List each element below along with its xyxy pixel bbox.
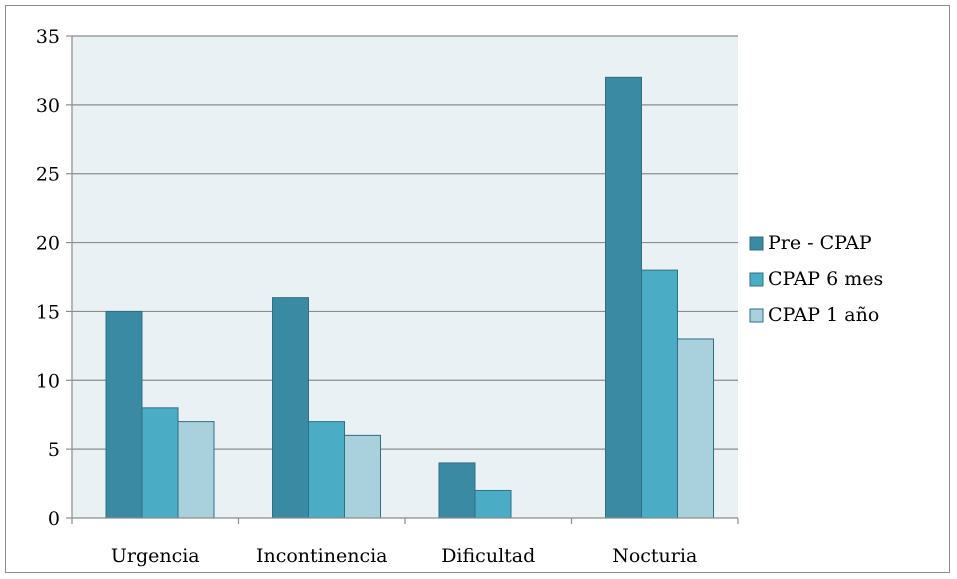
y-tick-label: 5 [48, 439, 60, 461]
bar-cpap-1-a-o-incontinencia [344, 434, 381, 519]
bar-cpap-1-a-o-urgencia [177, 421, 215, 519]
legend-label: Pre - CPAP [768, 232, 872, 254]
legend-label: CPAP 1 año [768, 304, 879, 326]
legend-swatch [749, 236, 764, 251]
bar-cpap-6-mes-dificultad [474, 489, 512, 519]
y-tick-label: 20 [36, 233, 60, 255]
bar-cpap-6-mes-incontinencia [308, 421, 345, 519]
legend-swatch [749, 308, 764, 323]
y-tick-label: 0 [48, 508, 60, 530]
legend: Pre - CPAP CPAP 6 mes CPAP 1 año [749, 232, 883, 326]
x-tick-labels: Urgencia Incontinencia Dificultad Nocturia [111, 545, 697, 567]
y-tick-label: 35 [36, 26, 60, 48]
bar-pre-cpap-urgencia [105, 310, 143, 519]
x-tick-label: Incontinencia [256, 545, 388, 567]
bar-pre-cpap-incontinencia [272, 297, 309, 519]
legend-swatch [749, 272, 764, 287]
axes [66, 35, 739, 524]
y-tick-label: 25 [36, 164, 60, 186]
y-tick-labels: 0 5 10 15 20 25 30 35 [36, 26, 60, 530]
y-tick-label: 30 [36, 95, 60, 117]
x-tick-label: Dificultad [441, 545, 535, 567]
y-tick-label: 10 [36, 370, 60, 392]
bar-pre-cpap-nocturia [605, 76, 642, 519]
x-tick-label: Nocturia [612, 545, 697, 567]
bar-pre-cpap-dificultad [438, 462, 476, 519]
y-tick-label: 15 [36, 301, 60, 323]
bar-cpap-6-mes-nocturia [641, 269, 678, 519]
bar-cpap-1-a-o-nocturia [677, 338, 714, 519]
bar-cpap-6-mes-urgencia [141, 407, 179, 519]
x-tick-label: Urgencia [111, 545, 200, 567]
legend-label: CPAP 6 mes [768, 268, 883, 290]
